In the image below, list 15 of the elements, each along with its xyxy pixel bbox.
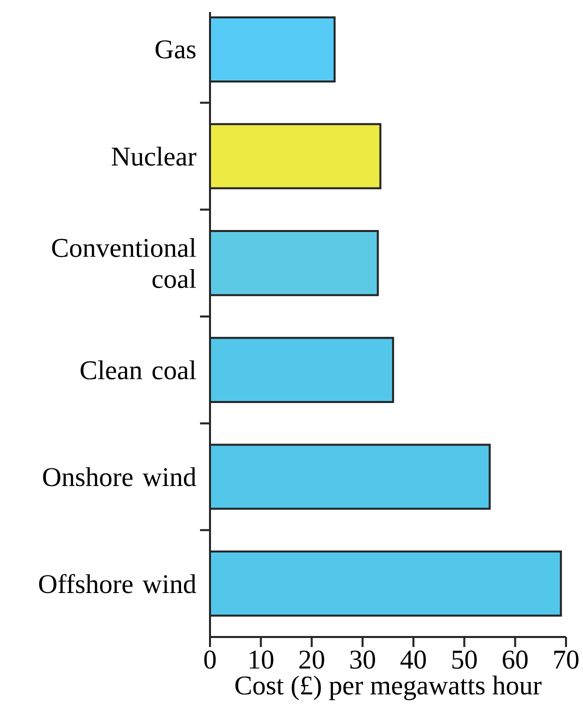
y-tick-label: Clean coal <box>80 360 196 380</box>
y-tick-label: Conventional coal <box>52 238 196 288</box>
x-tick-label: 40 <box>400 650 426 669</box>
y-tick-label: Offshore wind <box>39 574 196 594</box>
x-tick-label: 10 <box>250 650 274 669</box>
y-tick-label: Nuclear <box>112 146 196 166</box>
x-tick-label: 70 <box>554 650 578 669</box>
x-axis-title: Cost (£) per megawatts hour <box>235 676 542 700</box>
x-tick-label: 20 <box>299 650 324 669</box>
x-tick-label: 50 <box>452 650 477 669</box>
y-tick-label: Gas <box>156 40 196 58</box>
y-tick-label: Onshore wind <box>43 467 196 486</box>
x-tick-label: 0 <box>204 650 216 669</box>
x-tick-label: 30 <box>350 650 376 669</box>
x-tick-label: 60 <box>502 650 528 669</box>
